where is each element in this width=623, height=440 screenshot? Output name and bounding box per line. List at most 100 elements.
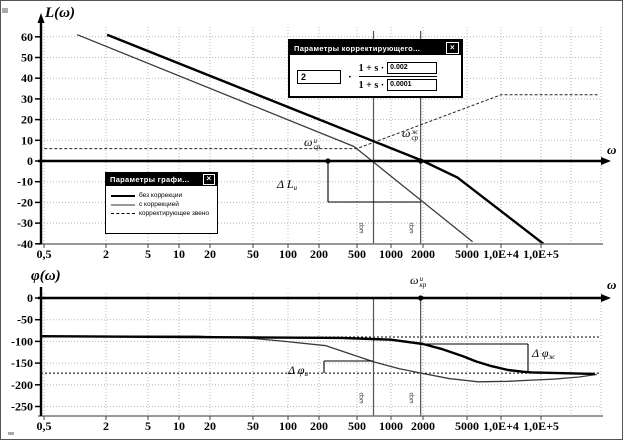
denominator-row: 1 + s · 0.0001 xyxy=(358,79,438,91)
correction-dialog-titlebar[interactable]: Параметры корректирующего... × xyxy=(290,41,461,55)
delta-phi-desired-label: Δ φж xyxy=(532,346,555,361)
delta-phi-initial-bracket xyxy=(323,360,373,373)
axis-dot xyxy=(418,295,424,301)
close-icon[interactable]: × xyxy=(446,42,459,54)
y-axis-arrow xyxy=(37,13,45,23)
vertical-marker-label: ωср xyxy=(409,222,415,234)
delta-symbol: Δ xyxy=(532,346,539,360)
y-tick-label: -10 xyxy=(17,175,33,189)
y-tick-label: 40 xyxy=(21,71,33,85)
omega-symbol: ω xyxy=(402,126,411,140)
close-icon[interactable]: × xyxy=(203,174,215,185)
x-tick-label: 1,0E+5 xyxy=(523,419,559,433)
y-tick-label: -150 xyxy=(11,356,33,370)
x-tick-label: 500 xyxy=(348,247,366,261)
denominator-time-constant-input[interactable]: 0.0001 xyxy=(387,79,438,91)
graph-parameters-legend-window: Параметры графи... × без коррекции с кор… xyxy=(105,172,218,234)
y-tick-label: 10 xyxy=(21,133,33,147)
y-tick-label: 20 xyxy=(21,113,33,127)
omega-symbol: ω xyxy=(304,135,313,149)
legend-items: без коррекции с коррекцией корректирующе… xyxy=(106,186,217,233)
curve-dashed-magnitude xyxy=(41,94,599,150)
scan-artifact-mark xyxy=(8,432,14,435)
x-tick-label: 500 xyxy=(348,419,366,433)
vertical-marker-label: ωср xyxy=(359,222,365,234)
x-axis-arrow xyxy=(601,294,611,302)
numerator-time-constant-input[interactable]: 0.002 xyxy=(387,62,438,74)
plot-area xyxy=(41,298,601,416)
y-tick-label: 60 xyxy=(21,30,33,44)
x-tick-label: 5000 xyxy=(455,419,479,433)
phi-symbol: φ xyxy=(541,346,549,360)
omega-axis-label-magnitude: ω xyxy=(607,142,617,157)
critical-frequency-label: ω и кр xyxy=(410,273,427,289)
delta-symbol: Δ xyxy=(277,177,284,191)
x-tick-label: 20 xyxy=(204,419,216,433)
vertical-marker-label: ωср xyxy=(359,392,365,404)
y-tick-label: 50 xyxy=(21,51,33,65)
x-tick-label: 50 xyxy=(247,247,259,261)
scan-artifact-mark xyxy=(2,8,8,13)
subscript: кр xyxy=(419,281,427,289)
y-tick-label: 30 xyxy=(21,92,33,106)
solid-thick-line-icon xyxy=(111,194,135,197)
x-tick-label: 2 xyxy=(103,247,109,261)
transfer-function-formula: 2 · 1 + s · 0.002 1 + s · 0.0001 xyxy=(290,55,461,96)
delta-phi-initial-label: Δ φи xyxy=(288,363,308,378)
gain-input[interactable]: 2 xyxy=(297,69,341,84)
legend-item-correcting-element[interactable]: корректирующее звено xyxy=(111,210,214,217)
y-tick-label: -250 xyxy=(11,400,33,414)
omega-axis-label-phase: ω xyxy=(607,277,617,292)
y-tick-label: -100 xyxy=(11,334,33,348)
x-tick-label: 200 xyxy=(310,247,328,261)
denominator-text: 1 + s · xyxy=(358,79,385,91)
x-tick-label: 20 xyxy=(204,247,216,261)
fraction-block: 1 + s · 0.002 1 + s · 0.0001 xyxy=(358,62,438,91)
x-tick-label: 50 xyxy=(247,419,259,433)
subscript: ср xyxy=(411,134,419,142)
curve-thin-magnitude xyxy=(76,34,474,243)
superscript: ж xyxy=(411,128,418,136)
numerator-text: 1 + s · xyxy=(358,62,385,74)
y-tick-label: -40 xyxy=(17,237,33,251)
solid-thin-line-icon xyxy=(111,203,135,206)
x-tick-label: 5 xyxy=(145,247,151,261)
y-tick-label: -20 xyxy=(17,195,33,209)
vertical-marker-label: ωср xyxy=(409,392,415,404)
legend-item-label: без коррекции xyxy=(139,192,183,199)
phase-chart: 0 -50 -100 -150 -200 -250 0,5 2 5 10 20 50 100 200 500… xyxy=(11,287,611,433)
correction-dialog-title: Параметры корректирующего... xyxy=(294,43,421,53)
legend-item-with-correction[interactable]: с коррекцией xyxy=(111,201,214,208)
y-tick-label: 0 xyxy=(27,291,33,305)
legend-item-label: корректирующее звено xyxy=(139,210,210,217)
superscript: и xyxy=(419,275,423,283)
numerator-row: 1 + s · 0.002 xyxy=(358,62,438,74)
x-tick-label: 1,0E+4 xyxy=(483,247,519,261)
x-tick-label: 5 xyxy=(145,419,151,433)
subscript: и xyxy=(293,184,298,192)
subscript: и xyxy=(304,370,308,378)
superscript: и xyxy=(313,137,317,145)
delta-L-bracket xyxy=(327,161,421,203)
x-axis-arrow xyxy=(601,157,611,165)
y-tick-label: 0 xyxy=(27,154,33,168)
curve-thin-phase xyxy=(41,335,597,383)
x-tick-label: 200 xyxy=(310,419,328,433)
subscript: ср xyxy=(313,143,321,151)
x-tick-label: 100 xyxy=(279,247,297,261)
x-tick-label: 1,0E+4 xyxy=(483,419,519,433)
legend-item-without-correction[interactable]: без коррекции xyxy=(111,192,214,199)
x-tick-label: 1000 xyxy=(379,247,403,261)
delta-phi-desired-bracket xyxy=(422,343,529,373)
curve-thick-phase xyxy=(41,335,595,376)
dashed-line-icon xyxy=(111,213,135,214)
delta-L-label: Δ Lи xyxy=(277,177,297,192)
delta-symbol: Δ xyxy=(288,363,295,377)
legend-window-titlebar[interactable]: Параметры графи... × xyxy=(106,173,217,186)
x-tick-label: 1,0E+5 xyxy=(523,247,559,261)
crossover-desired-label: ω ж ср xyxy=(402,126,419,142)
subscript: ж xyxy=(548,353,555,361)
curve-thick-magnitude xyxy=(106,33,545,244)
L-symbol: L xyxy=(286,177,294,191)
